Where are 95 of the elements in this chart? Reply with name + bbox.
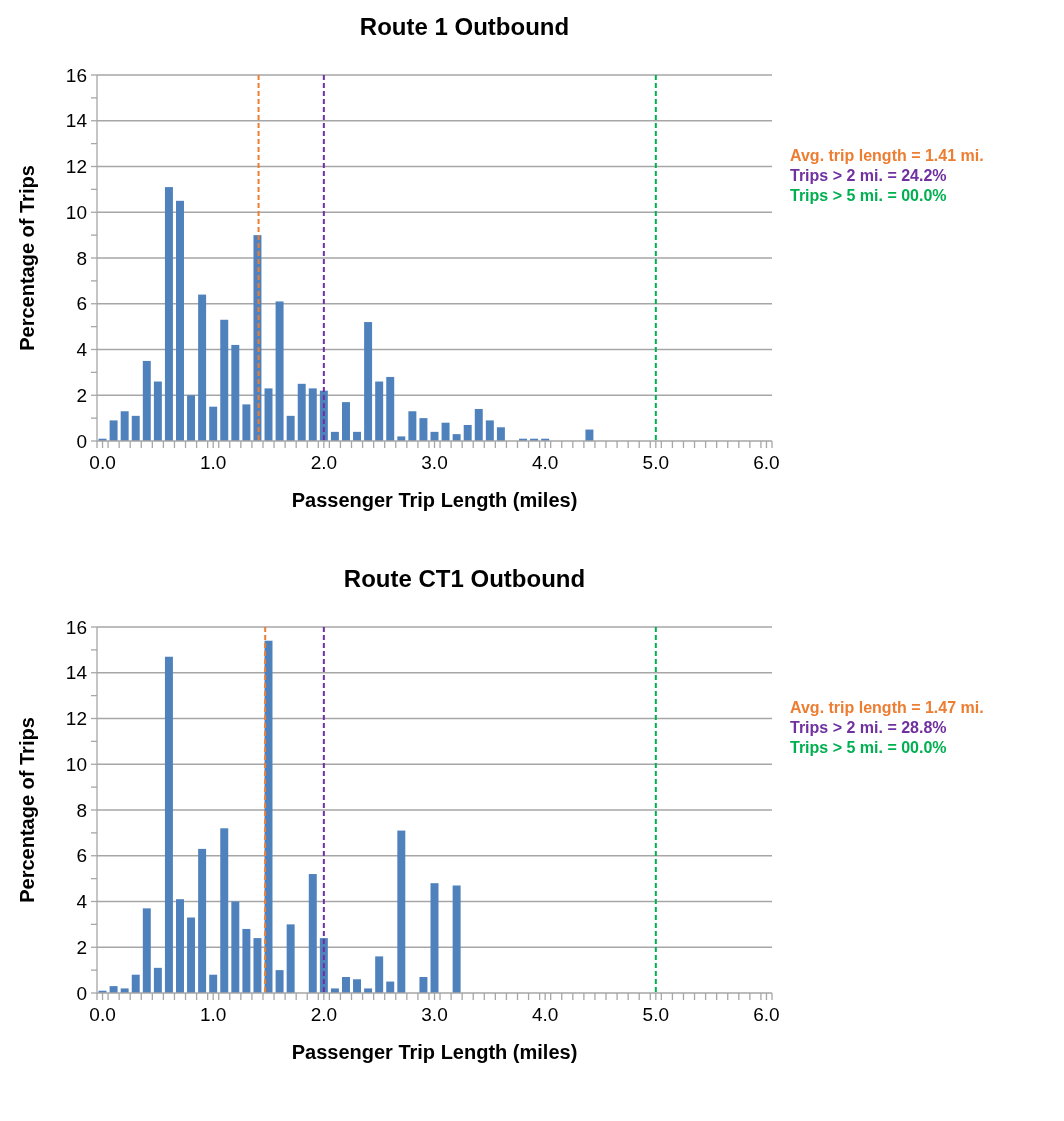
x-tick-label: 4.0	[531, 1004, 559, 1025]
bar	[264, 388, 273, 441]
bar	[198, 294, 207, 441]
y-tick-label: 16	[65, 616, 87, 638]
bar	[142, 360, 151, 441]
bar	[164, 656, 173, 993]
bar	[463, 424, 472, 441]
y-tick-label: 6	[76, 293, 87, 315]
bar	[220, 828, 229, 993]
ref-line-label: Trips > 2 mi. = 28.8%	[790, 719, 947, 736]
bar	[364, 322, 373, 441]
bar	[341, 402, 350, 441]
x-tick-label: 2.0	[310, 1004, 338, 1025]
bar	[441, 422, 450, 441]
bar	[386, 376, 395, 441]
x-tick-label: 2.0	[310, 452, 338, 473]
bar	[209, 406, 218, 441]
bar	[187, 917, 196, 993]
bar	[341, 976, 350, 993]
ref-line-label: Trips > 5 mi. = 00.0%	[790, 187, 947, 204]
y-tick-label: 0	[76, 430, 87, 452]
bar	[231, 901, 240, 993]
y-tick-label: 2	[76, 936, 87, 958]
bar	[264, 640, 273, 993]
x-tick-label: 3.0	[421, 452, 448, 473]
bar	[187, 395, 196, 441]
y-tick-label: 8	[76, 799, 87, 821]
bar	[485, 420, 494, 441]
y-tick-label: 0	[76, 982, 87, 1004]
x-axis-title: Passenger Trip Length (miles)	[291, 1041, 578, 1063]
y-tick-label: 14	[65, 110, 88, 132]
bar	[176, 899, 184, 993]
x-tick-label: 5.0	[642, 452, 670, 473]
bar	[209, 974, 218, 993]
bar	[375, 381, 384, 441]
bar	[408, 411, 417, 441]
x-tick-label: 4.0	[531, 452, 559, 473]
bar	[275, 301, 284, 441]
chart-title: Route CT1 Outbound	[343, 565, 586, 592]
bar	[242, 404, 251, 441]
bar	[275, 970, 284, 993]
bar	[397, 830, 406, 993]
y-axis-title: Percentage of Trips	[16, 165, 38, 351]
bar	[142, 908, 151, 993]
bar	[231, 344, 240, 441]
ref-line-label: Trips > 2 mi. = 24.2%	[790, 167, 947, 184]
y-tick-label: 4	[76, 891, 88, 913]
x-tick-label: 6.0	[753, 452, 780, 473]
ref-line-label: Avg. trip length = 1.47 mi.	[790, 699, 984, 716]
y-tick-label: 4	[76, 339, 88, 361]
y-tick-label: 16	[65, 64, 87, 86]
bar	[176, 200, 184, 441]
y-tick-label: 2	[76, 384, 87, 406]
bar	[153, 967, 162, 993]
y-tick-label: 12	[65, 156, 87, 178]
bar	[286, 924, 295, 993]
y-tick-label: 10	[65, 753, 87, 775]
x-tick-label: 1.0	[199, 1004, 227, 1025]
x-tick-label: 6.0	[753, 1004, 780, 1025]
bar	[474, 408, 483, 441]
x-tick-label: 0.0	[89, 1004, 116, 1025]
chart-title: Route 1 Outbound	[359, 13, 570, 40]
bar	[375, 956, 384, 993]
bar	[452, 885, 461, 993]
x-tick-label: 5.0	[642, 1004, 670, 1025]
y-axis-title: Percentage of Trips	[16, 717, 38, 903]
bar	[109, 420, 118, 441]
bar	[164, 187, 173, 441]
x-tick-label: 3.0	[421, 1004, 448, 1025]
bar	[286, 415, 295, 441]
y-tick-label: 6	[76, 845, 87, 867]
bar	[253, 938, 262, 993]
bar	[120, 411, 129, 441]
bar	[297, 383, 306, 441]
bar	[242, 928, 251, 993]
x-axis-title: Passenger Trip Length (miles)	[291, 489, 578, 511]
bar	[198, 848, 207, 993]
y-tick-label: 8	[76, 247, 87, 269]
bar	[496, 427, 505, 441]
bar	[419, 976, 428, 993]
bar	[220, 319, 229, 441]
bar	[131, 415, 140, 441]
bar	[308, 388, 317, 441]
bar	[131, 974, 140, 993]
x-tick-label: 0.0	[89, 452, 116, 473]
ref-line-label: Trips > 5 mi. = 00.0%	[790, 739, 947, 756]
bar	[353, 979, 362, 993]
bar	[308, 874, 317, 993]
y-tick-label: 12	[65, 708, 87, 730]
ref-line-label: Avg. trip length = 1.41 mi.	[790, 147, 984, 164]
y-tick-label: 14	[65, 662, 88, 684]
y-tick-label: 10	[65, 201, 87, 223]
bar	[153, 381, 162, 441]
bar	[419, 418, 428, 441]
x-tick-label: 1.0	[199, 452, 227, 473]
